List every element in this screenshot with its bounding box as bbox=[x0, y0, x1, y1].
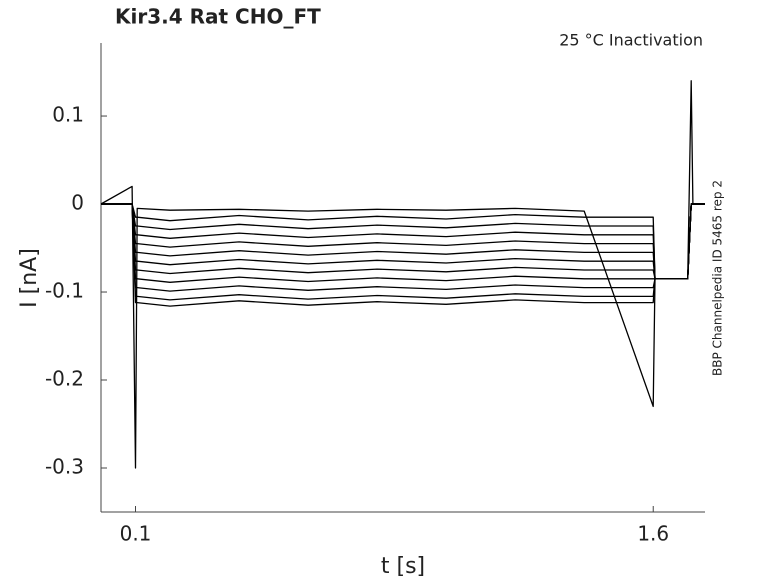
trace bbox=[100, 80, 705, 469]
trace bbox=[101, 203, 705, 280]
trace bbox=[101, 203, 705, 280]
x-tick-label: 0.1 bbox=[120, 522, 152, 546]
trace bbox=[101, 203, 705, 280]
x-tick-label: 1.6 bbox=[637, 522, 669, 546]
y-tick-label: -0.2 bbox=[45, 367, 84, 391]
trace bbox=[101, 203, 705, 280]
y-tick-label: -0.3 bbox=[45, 455, 84, 479]
x-axis-label: t [s] bbox=[381, 554, 425, 579]
trace bbox=[101, 203, 705, 280]
trace bbox=[101, 203, 705, 280]
annotation: 25 °C Inactivation bbox=[559, 31, 703, 50]
y-tick-label: 0.1 bbox=[52, 103, 84, 127]
y-tick-label: -0.1 bbox=[45, 279, 84, 303]
y-axis-label: I [nA] bbox=[17, 248, 42, 308]
chart-title: Kir3.4 Rat CHO_FT bbox=[115, 5, 321, 29]
trace bbox=[101, 203, 705, 307]
side-note: BBP Channelpedia ID 5465 rep 2 bbox=[711, 180, 725, 376]
trace bbox=[101, 203, 705, 280]
y-tick-label: 0 bbox=[71, 191, 84, 215]
